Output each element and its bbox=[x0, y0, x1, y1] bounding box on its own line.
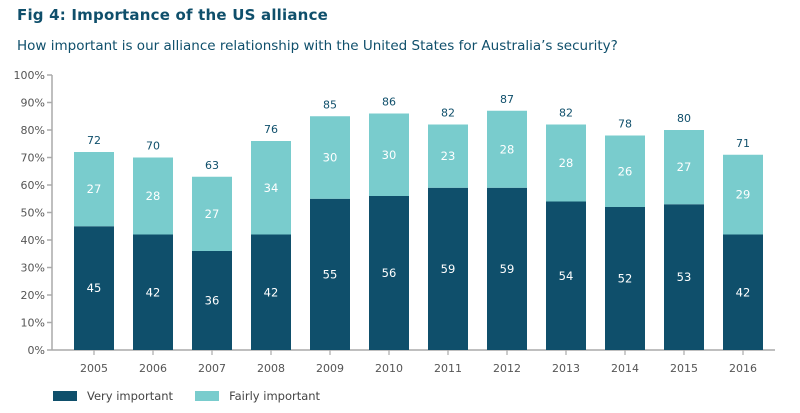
x-tick-label: 2015 bbox=[670, 362, 698, 375]
data-label-fairly-important: 34 bbox=[264, 181, 279, 195]
data-label-very-important: 42 bbox=[146, 285, 161, 299]
bar-very-important bbox=[428, 187, 468, 350]
y-tick-label: 30% bbox=[21, 262, 45, 275]
x-tick-label: 2009 bbox=[316, 362, 344, 375]
bar-very-important bbox=[192, 251, 232, 350]
y-tick-label: 0% bbox=[28, 344, 45, 357]
bar-very-important bbox=[369, 196, 409, 350]
y-tick-label: 10% bbox=[21, 317, 45, 330]
bar-fairly-important bbox=[428, 124, 468, 188]
x-tick-label: 2013 bbox=[552, 362, 580, 375]
data-label-very-important: 59 bbox=[441, 262, 456, 276]
bar-fairly-important bbox=[546, 124, 586, 202]
data-label-fairly-important: 27 bbox=[677, 160, 692, 174]
data-label-fairly-important: 28 bbox=[559, 156, 574, 170]
bar-very-important bbox=[310, 198, 350, 350]
data-label-very-important: 59 bbox=[500, 262, 515, 276]
data-label-very-important: 42 bbox=[264, 285, 279, 299]
data-label-total: 80 bbox=[677, 112, 691, 125]
bar-fairly-important bbox=[251, 141, 291, 235]
bar-very-important bbox=[133, 234, 173, 350]
data-label-very-important: 36 bbox=[205, 294, 220, 308]
bar-very-important bbox=[723, 234, 763, 350]
data-label-fairly-important: 27 bbox=[87, 182, 102, 196]
data-labels: 45 27 72 42 28 70 36 27 63 42 34 76 55 30 85 56 30 86 59 23… bbox=[87, 93, 751, 308]
y-tick-label: 50% bbox=[21, 207, 45, 220]
legend-item-fairly-important: Fairly important bbox=[195, 389, 320, 403]
data-label-total: 82 bbox=[559, 107, 573, 120]
bar-fairly-important bbox=[192, 176, 232, 251]
data-label-total: 76 bbox=[264, 123, 278, 136]
bar-fairly-important bbox=[74, 152, 114, 227]
figure-title: Fig 4: Importance of the US alliance bbox=[17, 6, 329, 24]
y-tick-label: 20% bbox=[21, 289, 45, 302]
data-label-total: 86 bbox=[382, 96, 396, 109]
x-tick-label: 2014 bbox=[611, 362, 639, 375]
legend: Very important Fairly important bbox=[53, 389, 342, 403]
bar-very-important bbox=[74, 226, 114, 350]
data-label-total: 71 bbox=[736, 137, 750, 150]
data-label-total: 63 bbox=[205, 159, 219, 172]
data-label-very-important: 54 bbox=[559, 269, 574, 283]
x-tick-label: 2007 bbox=[198, 362, 226, 375]
y-tick-label: 100% bbox=[14, 69, 45, 82]
bar-fairly-important bbox=[723, 154, 763, 235]
bar-fairly-important bbox=[487, 110, 527, 188]
bars bbox=[74, 110, 763, 350]
bar-fairly-important bbox=[664, 130, 704, 205]
x-tick-label: 2010 bbox=[375, 362, 403, 375]
bar-fairly-important bbox=[133, 157, 173, 235]
bar-very-important bbox=[251, 234, 291, 350]
x-tick-label: 2005 bbox=[80, 362, 108, 375]
data-label-fairly-important: 30 bbox=[382, 148, 397, 162]
data-label-total: 78 bbox=[618, 118, 632, 131]
legend-swatch-fairly-important bbox=[195, 391, 220, 401]
x-tick-label: 2011 bbox=[434, 362, 462, 375]
y-tick-label: 80% bbox=[21, 124, 45, 137]
x-tick-label: 2012 bbox=[493, 362, 521, 375]
data-label-fairly-important: 26 bbox=[618, 164, 633, 178]
data-label-total: 72 bbox=[87, 134, 101, 147]
bar-fairly-important bbox=[369, 113, 409, 196]
legend-swatch-very-important bbox=[53, 391, 77, 401]
bar-very-important bbox=[546, 201, 586, 350]
data-label-fairly-important: 27 bbox=[205, 207, 220, 221]
bar-very-important bbox=[487, 187, 527, 350]
data-label-total: 70 bbox=[146, 140, 160, 153]
x-tick-label: 2016 bbox=[729, 362, 757, 375]
data-label-total: 85 bbox=[323, 98, 337, 111]
data-label-very-important: 45 bbox=[87, 281, 102, 295]
data-label-fairly-important: 23 bbox=[441, 149, 456, 163]
y-tick-label: 60% bbox=[21, 179, 45, 192]
data-label-fairly-important: 30 bbox=[323, 151, 338, 165]
bar-fairly-important bbox=[605, 135, 645, 207]
data-label-fairly-important: 28 bbox=[146, 189, 161, 203]
data-label-fairly-important: 28 bbox=[500, 142, 515, 156]
data-label-very-important: 53 bbox=[677, 270, 692, 284]
y-axis: 0% 10% 20% 30% 40% 50% 60% 70% 80% 90% 100% bbox=[14, 69, 53, 357]
bar-very-important bbox=[664, 204, 704, 350]
data-label-very-important: 56 bbox=[382, 266, 397, 280]
x-axis: 2005 2006 2007 2008 2009 2010 2011 2012 2013 2014… bbox=[52, 349, 775, 375]
y-tick-label: 40% bbox=[21, 234, 45, 247]
data-label-very-important: 52 bbox=[618, 272, 633, 286]
y-tick-label: 70% bbox=[21, 152, 45, 165]
data-label-total: 82 bbox=[441, 107, 455, 120]
legend-item-very-important: Very important bbox=[53, 389, 173, 403]
data-label-very-important: 55 bbox=[323, 267, 338, 281]
legend-label-very-important: Very important bbox=[87, 389, 174, 403]
x-tick-label: 2008 bbox=[257, 362, 285, 375]
legend-label-fairly-important: Fairly important bbox=[229, 389, 321, 403]
bar-fairly-important bbox=[310, 116, 350, 199]
figure-subtitle: How important is our alliance relationsh… bbox=[17, 38, 618, 54]
bar-very-important bbox=[605, 207, 645, 350]
y-tick-label: 90% bbox=[21, 97, 45, 110]
data-label-very-important: 42 bbox=[736, 285, 751, 299]
data-label-fairly-important: 29 bbox=[736, 188, 751, 202]
data-label-total: 87 bbox=[500, 93, 514, 106]
x-tick-label: 2006 bbox=[139, 362, 167, 375]
